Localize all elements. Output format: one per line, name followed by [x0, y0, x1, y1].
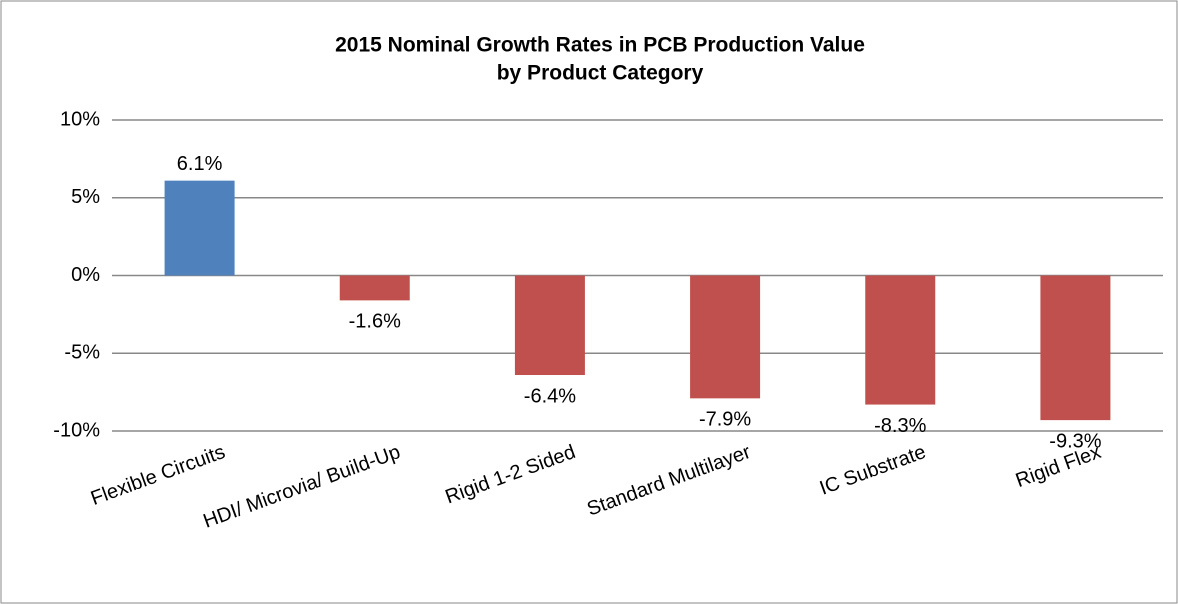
y-tick-label: -5%: [64, 342, 100, 364]
bar: [690, 275, 761, 399]
value-label: -1.6%: [349, 311, 401, 333]
bar: [514, 275, 585, 376]
y-tick-label: 5%: [71, 186, 100, 208]
value-label: -7.9%: [699, 409, 751, 431]
y-tick-label: 0%: [71, 264, 100, 286]
bar: [1040, 275, 1111, 421]
value-label: -9.3%: [1049, 430, 1101, 452]
bar: [339, 275, 410, 301]
bar: [164, 180, 235, 276]
chart-title: by Product Category: [497, 62, 704, 85]
value-label: -6.4%: [524, 385, 576, 407]
chart-title: 2015 Nominal Growth Rates in PCB Product…: [335, 34, 865, 57]
value-label: 6.1%: [177, 153, 223, 175]
y-tick-label: 10%: [60, 108, 100, 130]
y-tick-label: -10%: [53, 419, 100, 441]
value-label: -8.3%: [874, 415, 926, 437]
bar: [865, 275, 936, 405]
